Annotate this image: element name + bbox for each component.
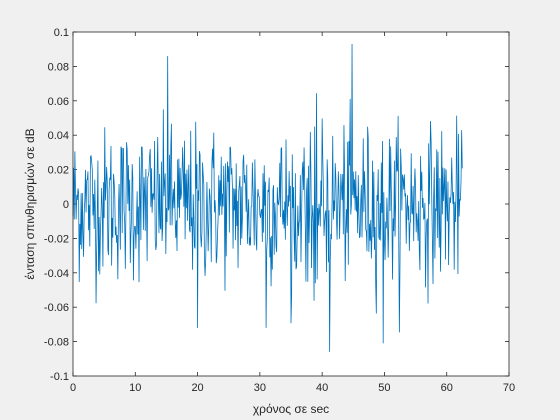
x-tick-label: 0 <box>70 382 76 394</box>
y-tick-label: -0.1 <box>50 371 69 383</box>
x-tick-label: 50 <box>378 382 390 394</box>
y-tick-label: 0.04 <box>48 130 69 142</box>
x-tick-label: 10 <box>129 382 141 394</box>
x-tick-label: 60 <box>441 382 453 394</box>
y-tick-label: -0.08 <box>44 337 69 349</box>
y-tick-label: 0.06 <box>48 96 69 108</box>
series-line <box>72 44 463 352</box>
y-axis-label: ένταση σπινθηρισμών σε dB <box>23 128 37 279</box>
y-tick-label: 0.08 <box>48 61 69 73</box>
y-ticks: -0.1 -0.08 -0.06 -0.04 -0.02 0 0.02 0.04 0.06 0.0… <box>44 27 509 383</box>
y-tick-label: -0.06 <box>44 302 69 314</box>
x-ticks: 0 10 20 30 40 50 60 70 <box>70 32 515 394</box>
x-tick-label: 70 <box>503 382 515 394</box>
x-tick-label: 40 <box>316 382 328 394</box>
y-tick-label: -0.04 <box>44 268 69 280</box>
y-tick-label: -0.02 <box>44 233 69 245</box>
y-tick-label: 0.1 <box>54 27 69 39</box>
plot-area <box>73 32 509 376</box>
x-axis-label: χρόνος σε sec <box>253 402 329 416</box>
plot-frame <box>72 31 510 377</box>
y-tick-label: 0.02 <box>48 165 69 177</box>
x-tick-label: 30 <box>254 382 266 394</box>
x-tick-label: 20 <box>191 382 203 394</box>
y-tick-label: 0 <box>63 199 69 211</box>
